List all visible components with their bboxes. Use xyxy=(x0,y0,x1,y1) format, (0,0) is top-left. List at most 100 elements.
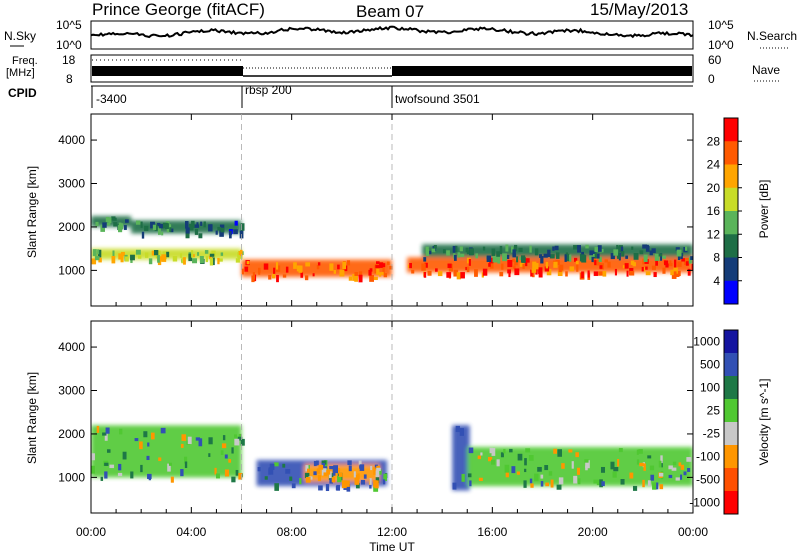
echo-cell xyxy=(211,250,216,257)
echo-cell xyxy=(488,263,491,267)
echo-cell xyxy=(160,427,166,434)
echo-cell xyxy=(522,263,525,269)
echo-cell xyxy=(639,250,644,255)
echo-cell xyxy=(146,455,150,461)
echo-cell xyxy=(383,473,387,482)
echo-cell xyxy=(235,258,240,263)
echo-cell xyxy=(514,268,520,276)
echo-cell xyxy=(423,272,427,278)
echo-cell xyxy=(499,271,504,277)
x-tick-label-5: 16:00 xyxy=(477,525,507,539)
echo-cell xyxy=(469,480,472,487)
echo-cell xyxy=(118,463,122,471)
echo-cell xyxy=(383,273,388,278)
echo-cell xyxy=(612,471,617,478)
echo-cell xyxy=(643,254,648,262)
echo-cell xyxy=(411,269,415,274)
echo-cell xyxy=(466,250,470,255)
echo-cell xyxy=(209,253,215,257)
y-tick-label-1: 1000 xyxy=(58,470,85,484)
echo-cell xyxy=(323,472,328,477)
power-colorbar-swatch-3 xyxy=(724,164,738,189)
echo-cell xyxy=(502,253,507,262)
echo-cell xyxy=(655,258,658,266)
echo-cell xyxy=(376,268,380,275)
echo-cell xyxy=(431,248,436,253)
velocity-y-axis: 1000 2000 3000 4000 xyxy=(58,340,693,484)
echo-cell xyxy=(187,436,192,445)
echo-cell xyxy=(369,275,375,282)
echo-cell xyxy=(151,250,156,256)
nave-label: Nave xyxy=(752,63,780,77)
echo-region-6 xyxy=(422,244,693,258)
echo-cell xyxy=(306,468,310,473)
echo-cell xyxy=(687,268,691,276)
echo-cell xyxy=(581,271,584,279)
echo-cell xyxy=(166,251,170,258)
echo-cell xyxy=(620,479,625,485)
echo-cell xyxy=(97,249,102,258)
echo-cell xyxy=(614,268,618,276)
echo-cell xyxy=(435,268,438,272)
echo-cell xyxy=(369,478,372,485)
echo-cell xyxy=(348,276,353,281)
echo-cell xyxy=(632,485,638,491)
echo-cell xyxy=(554,245,559,251)
echo-cell xyxy=(530,269,533,277)
echo-cell xyxy=(535,268,538,275)
echo-cell xyxy=(480,452,483,456)
cpid-change-lines xyxy=(241,114,393,513)
echo-cell xyxy=(200,221,203,226)
echo-cell xyxy=(98,257,102,263)
echo-cell xyxy=(424,262,428,268)
echo-cell xyxy=(629,270,635,276)
echo-cell xyxy=(157,227,161,235)
echo-cell xyxy=(596,259,600,266)
echo-cell xyxy=(224,454,228,459)
echo-cell xyxy=(556,484,562,490)
echo-cell xyxy=(589,255,594,260)
echo-cell xyxy=(607,261,611,268)
echo-cell xyxy=(497,255,501,264)
echo-cell xyxy=(688,257,692,264)
echo-cell xyxy=(240,223,245,231)
echo-cell xyxy=(91,258,97,265)
power-colorbar-swatch-8 xyxy=(724,280,738,305)
echo-cell xyxy=(516,256,519,263)
echo-cell xyxy=(453,269,459,277)
echo-cell xyxy=(549,254,555,259)
echo-cell xyxy=(528,455,534,461)
echo-cell xyxy=(453,254,457,261)
echo-cell xyxy=(170,476,174,483)
echo-cell xyxy=(91,453,95,461)
echo-cell xyxy=(318,464,324,470)
echo-cell xyxy=(534,248,539,256)
echo-cell xyxy=(651,265,656,270)
echo-cell xyxy=(545,482,550,487)
echo-cell xyxy=(130,258,133,263)
echo-cell xyxy=(325,484,330,492)
echo-cell xyxy=(659,484,664,490)
echo-cell xyxy=(180,443,184,448)
echo-cell xyxy=(264,476,268,480)
echo-cell xyxy=(148,474,152,481)
echo-cell xyxy=(456,272,461,280)
echo-cell xyxy=(195,437,201,441)
echo-cell xyxy=(108,217,112,224)
echo-cell xyxy=(478,477,483,482)
echo-cell xyxy=(622,265,627,269)
echo-cell xyxy=(597,253,600,259)
echo-cell xyxy=(553,448,558,454)
echo-cell xyxy=(217,257,220,265)
echo-cell xyxy=(538,271,543,278)
echo-cell xyxy=(558,266,562,273)
echo-cell xyxy=(664,260,669,266)
echo-cell xyxy=(442,249,446,254)
echo-cell xyxy=(183,257,186,265)
echo-cell xyxy=(621,251,625,257)
echo-cell xyxy=(273,462,279,467)
echo-cell xyxy=(321,468,327,476)
echo-cell xyxy=(104,462,109,466)
echo-cell xyxy=(504,464,510,473)
echo-cell xyxy=(461,473,465,482)
